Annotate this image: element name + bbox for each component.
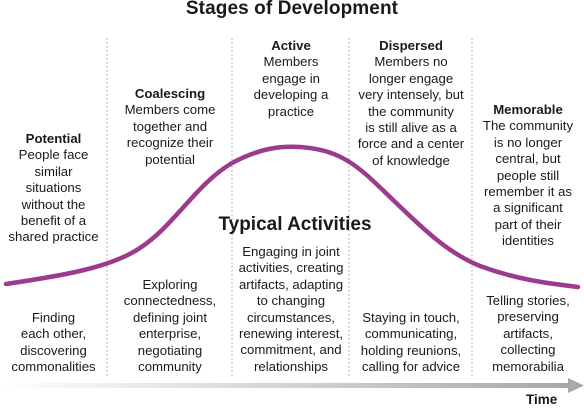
stage-dispersed-description: Members no longer engage very intensely,… [357,54,465,168]
diagram-title: Stages of Development [185,0,399,19]
stage-potential-name: Potential [25,131,82,146]
time-axis-arrowhead [568,378,584,393]
stage-active-name: Active [271,38,311,53]
activities-active: Engaging in joint activities, creating a… [238,244,344,374]
stage-coalescing-name: Coalescing [134,86,206,101]
stage-memorable-name: Memorable [493,102,563,117]
stage-active: Active Members engage in developing a pr… [234,38,348,120]
activities-coalescing: Exploring connectedness, defining joint … [123,277,217,375]
typical-activities-heading: Typical Activities [218,214,372,235]
stage-active-description: Members engage in developing a practice [253,54,329,119]
activities-memorable: Telling stories, preserving artifacts, c… [486,293,570,374]
stage-memorable: Memorable The community is no longer cen… [473,102,583,250]
time-axis-label: Time [526,392,558,407]
development-curve [3,144,581,290]
stage-dispersed: Dispersed Members no longer engage very … [350,38,472,169]
stage-dispersed-name: Dispersed [379,38,443,53]
activities-potential: Finding each other, discovering commonal… [11,310,96,375]
stage-coalescing-description: Members come together and recognize thei… [124,102,216,167]
stage-coalescing: Coalescing Members come together and rec… [110,86,230,168]
stage-potential-description: People face similar situations without t… [8,147,99,245]
stage-potential: Potential People face similar situations… [0,131,107,246]
stage-memorable-description: The community is no longer central, but … [482,118,574,249]
time-axis [0,383,570,388]
activities-dispersed: Staying in touch, communicating, holding… [360,310,462,375]
